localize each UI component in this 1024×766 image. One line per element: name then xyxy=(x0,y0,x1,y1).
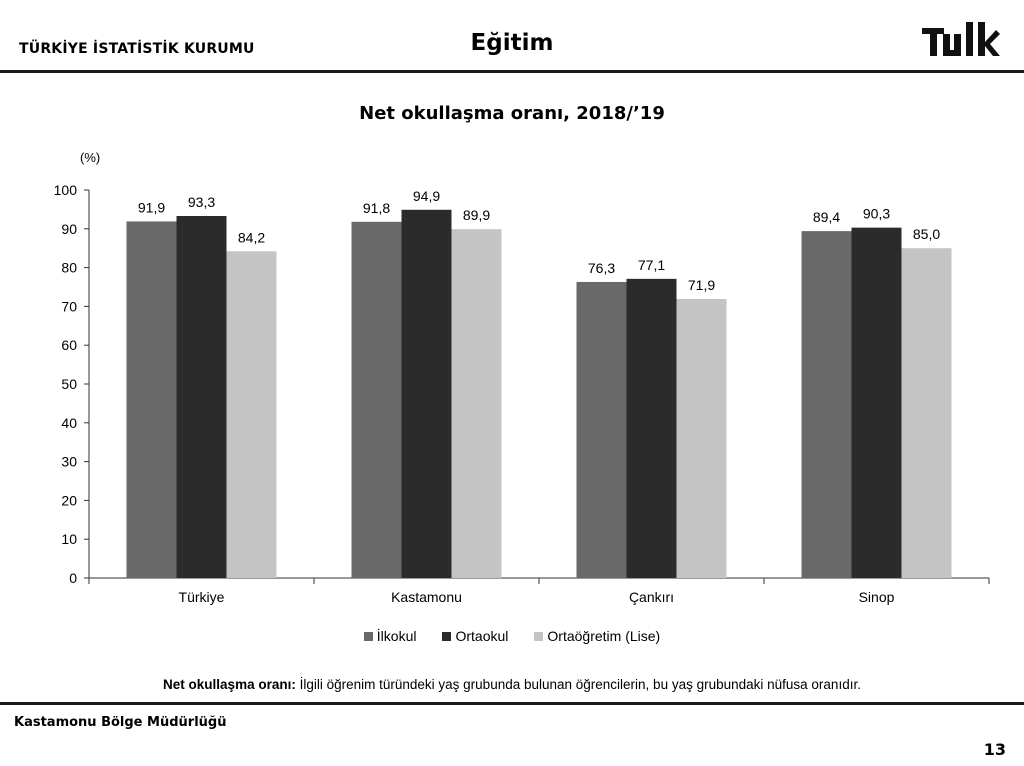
y-tick-label: 60 xyxy=(61,337,77,353)
y-tick-label: 50 xyxy=(61,376,77,392)
bar xyxy=(451,229,502,579)
definition-note: Net okullaşma oranı: İlgili öğrenim türü… xyxy=(0,677,1024,692)
legend-swatch xyxy=(534,631,544,641)
data-label: 71,9 xyxy=(688,277,715,293)
bar xyxy=(126,221,177,579)
bar xyxy=(176,215,227,578)
y-axis-unit: (%) xyxy=(80,150,101,165)
legend-item: Ortaokul xyxy=(442,628,508,644)
data-label: 85,0 xyxy=(913,226,940,242)
y-tick-label: 70 xyxy=(61,298,77,314)
definition-term: Net okullaşma oranı: xyxy=(163,677,296,692)
footer-divider xyxy=(0,702,1024,705)
bar xyxy=(901,248,952,578)
page-number: 13 xyxy=(983,740,1006,759)
chart-legend: İlkokul Ortaokul Ortaöğretim (Lise) xyxy=(0,628,1024,644)
y-tick-label: 0 xyxy=(69,570,77,586)
data-label: 94,9 xyxy=(413,188,440,204)
data-label: 90,3 xyxy=(863,206,890,222)
legend-swatch xyxy=(442,631,452,641)
bar xyxy=(351,221,402,579)
bar xyxy=(851,227,902,579)
y-tick-label: 20 xyxy=(61,492,77,508)
bar xyxy=(401,209,452,578)
definition-text: İlgili öğrenim türündeki yaş grubunda bu… xyxy=(295,677,861,692)
data-label: 93,3 xyxy=(188,194,215,210)
y-tick-label: 30 xyxy=(61,454,77,470)
data-label: 84,2 xyxy=(238,229,265,245)
header-divider xyxy=(0,70,1024,73)
legend-label: İlkokul xyxy=(376,628,417,644)
data-label: 77,1 xyxy=(638,257,665,273)
bar xyxy=(576,281,627,578)
legend-label: Ortaokul xyxy=(455,628,509,644)
y-tick-label: 100 xyxy=(54,182,78,198)
x-category-label: Çankırı xyxy=(629,589,674,605)
y-tick-label: 90 xyxy=(61,221,77,237)
bar xyxy=(626,278,677,578)
data-label: 91,9 xyxy=(138,199,165,215)
section-title: Eğitim xyxy=(470,30,554,56)
data-label: 91,8 xyxy=(363,200,390,216)
data-label: 89,4 xyxy=(813,209,840,225)
y-tick-label: 80 xyxy=(61,260,77,276)
data-label: 76,3 xyxy=(588,260,615,276)
y-tick-label: 40 xyxy=(61,415,77,431)
bar xyxy=(801,231,852,579)
bar xyxy=(676,299,727,578)
chart-title: Net okullaşma oranı, 2018/’19 xyxy=(359,103,665,124)
bar-chart: 0 10 20 30 40 50 60 70 80 90 100 91,9 93,3 84,2 Türkiy… xyxy=(54,182,990,605)
bar xyxy=(226,251,277,578)
legend-label: Ortaöğretim (Lise) xyxy=(547,628,661,644)
legend-item: İlkokul xyxy=(363,628,417,644)
office-name: Kastamonu Bölge Müdürlüğü xyxy=(14,715,227,730)
legend-item: Ortaöğretim (Lise) xyxy=(534,628,660,644)
tuik-logo xyxy=(922,22,1000,56)
data-label: 89,9 xyxy=(463,207,490,223)
x-category-label: Türkiye xyxy=(179,589,225,605)
y-tick-label: 10 xyxy=(61,531,77,547)
x-category-label: Kastamonu xyxy=(391,589,462,605)
organization-name: TÜRKİYE İSTATİSTİK KURUMU xyxy=(19,41,255,57)
legend-swatch xyxy=(363,631,373,641)
x-category-label: Sinop xyxy=(859,589,895,605)
